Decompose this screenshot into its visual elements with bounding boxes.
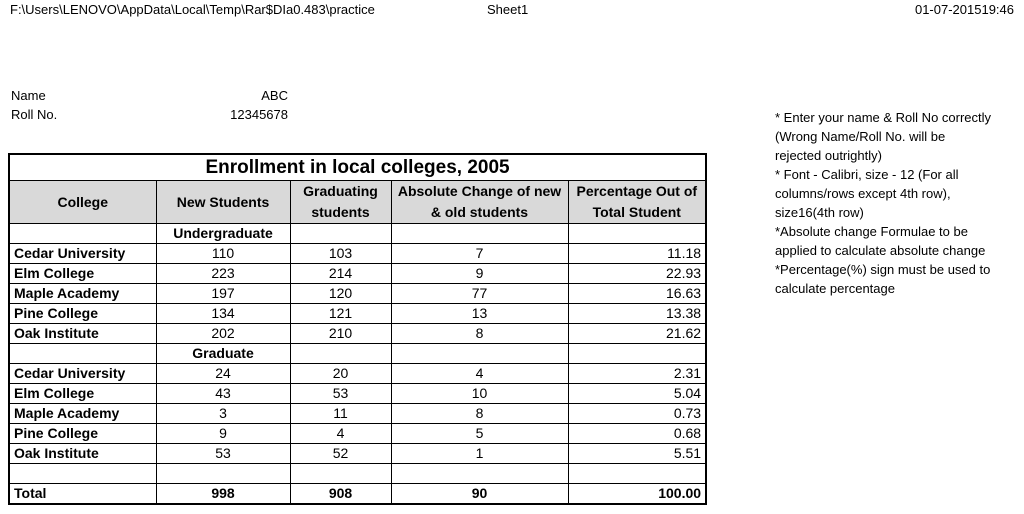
- college-cell: Pine College: [8, 303, 157, 324]
- college-cell: Cedar University: [8, 243, 157, 264]
- absolute-change-cell: 8: [390, 323, 569, 344]
- absolute-change-cell: 9: [390, 263, 569, 284]
- percentage-cell: 5.04: [567, 383, 708, 404]
- college-cell: Pine College: [8, 423, 157, 444]
- percentage-cell: 21.62: [567, 323, 708, 344]
- absolute-change-cell: 7: [390, 243, 569, 264]
- section-label-graduate: Graduate: [155, 343, 291, 364]
- section-row-undergraduate: Undergraduate: [8, 223, 708, 244]
- new-students-cell: 110: [155, 243, 291, 264]
- section-row-graduate: Graduate: [8, 343, 708, 364]
- college-cell: Maple Academy: [8, 283, 157, 304]
- table-row: Elm College 43 53 10 5.04: [8, 383, 708, 404]
- new-students-cell: 9: [155, 423, 291, 444]
- graduating-students-cell: 4: [289, 423, 392, 444]
- absolute-change-cell: 13: [390, 303, 569, 324]
- name-label: Name: [11, 88, 46, 103]
- file-path: F:\Users\LENOVO\AppData\Local\Temp\Rar$D…: [10, 2, 375, 17]
- new-students-cell: 53: [155, 443, 291, 464]
- absolute-change-cell: 10: [390, 383, 569, 404]
- graduating-students-cell: 20: [289, 363, 392, 384]
- absolute-change-cell: 8: [390, 403, 569, 424]
- college-cell: Elm College: [8, 263, 157, 284]
- note-item: *Percentage(%) sign must be used to calc…: [775, 262, 991, 296]
- total-percentage: 100.00: [567, 483, 708, 505]
- graduating-students-cell: 53: [289, 383, 392, 404]
- absolute-change-cell: 4: [390, 363, 569, 384]
- college-cell: Elm College: [8, 383, 157, 404]
- percentage-cell: 0.73: [567, 403, 708, 424]
- table-row: Pine College 134 121 13 13.38: [8, 303, 708, 324]
- college-cell: Maple Academy: [8, 403, 157, 424]
- absolute-change-cell: 1: [390, 443, 569, 464]
- name-row: Name ABC: [11, 88, 288, 106]
- total-new: 998: [155, 483, 291, 505]
- graduating-students-cell: 121: [289, 303, 392, 324]
- absolute-change-cell: 5: [390, 423, 569, 444]
- table-row: Cedar University 110 103 7 11.18: [8, 243, 708, 264]
- col-header-new-students: New Students: [155, 180, 291, 224]
- table-row: Oak Institute 202 210 8 21.62: [8, 323, 708, 344]
- table-row: Maple Academy 197 120 77 16.63: [8, 283, 708, 304]
- college-cell: Cedar University: [8, 363, 157, 384]
- new-students-cell: 43: [155, 383, 291, 404]
- instructions-notes: * Enter your name & Roll No correctly (W…: [775, 108, 995, 298]
- new-students-cell: 24: [155, 363, 291, 384]
- graduating-students-cell: 103: [289, 243, 392, 264]
- absolute-change-cell: 77: [390, 283, 569, 304]
- percentage-cell: 5.51: [567, 443, 708, 464]
- total-row: Total 998 908 90 100.00: [8, 483, 708, 505]
- column-header-row: College New Students Graduating students…: [8, 180, 708, 224]
- table-row: Oak Institute 53 52 1 5.51: [8, 443, 708, 464]
- new-students-cell: 197: [155, 283, 291, 304]
- name-value: ABC: [261, 88, 288, 103]
- percentage-cell: 16.63: [567, 283, 708, 304]
- section-label-undergraduate: Undergraduate: [155, 223, 291, 244]
- percentage-cell: 11.18: [567, 243, 708, 264]
- percentage-cell: 0.68: [567, 423, 708, 444]
- table-row: Cedar University 24 20 4 2.31: [8, 363, 708, 384]
- total-change: 90: [390, 483, 569, 505]
- total-label: Total: [8, 483, 157, 505]
- note-item: * Enter your name & Roll No correctly (W…: [775, 110, 992, 163]
- table-row: Pine College 9 4 5 0.68: [8, 423, 708, 444]
- percentage-cell: 22.93: [567, 263, 708, 284]
- col-header-graduating-students: Graduating students: [289, 180, 392, 224]
- new-students-cell: 202: [155, 323, 291, 344]
- percentage-cell: 2.31: [567, 363, 708, 384]
- table-row: Elm College 223 214 9 22.93: [8, 263, 708, 284]
- total-graduating: 908: [289, 483, 392, 505]
- roll-label: Roll No.: [11, 107, 58, 122]
- graduating-students-cell: 214: [289, 263, 392, 284]
- new-students-cell: 223: [155, 263, 291, 284]
- graduating-students-cell: 11: [289, 403, 392, 424]
- new-students-cell: 134: [155, 303, 291, 324]
- percentage-cell: 13.38: [567, 303, 708, 324]
- new-students-cell: 3: [155, 403, 291, 424]
- col-header-percentage: Percentage Out of Total Student: [567, 180, 708, 224]
- roll-value: 12345678: [230, 107, 288, 122]
- blank-row: [8, 463, 708, 484]
- note-item: * Font - Calibri, size - 12 (For all col…: [775, 167, 959, 220]
- graduating-students-cell: 52: [289, 443, 392, 464]
- graduating-students-cell: 120: [289, 283, 392, 304]
- graduating-students-cell: 210: [289, 323, 392, 344]
- college-cell: Oak Institute: [8, 443, 157, 464]
- roll-row: Roll No. 12345678: [11, 107, 288, 125]
- col-header-absolute-change: Absolute Change of new & old students: [390, 180, 569, 224]
- college-cell: Oak Institute: [8, 323, 157, 344]
- enrollment-table: Enrollment in local colleges, 2005 Colle…: [7, 153, 708, 505]
- table-title: Enrollment in local colleges, 2005: [7, 153, 708, 181]
- col-header-college: College: [8, 180, 157, 224]
- sheet-name: Sheet1: [487, 2, 529, 17]
- table-row: Maple Academy 3 11 8 0.73: [8, 403, 708, 424]
- print-datetime: 01-07-201519:46: [914, 2, 1014, 17]
- note-item: *Absolute change Formulae to be applied …: [775, 224, 986, 258]
